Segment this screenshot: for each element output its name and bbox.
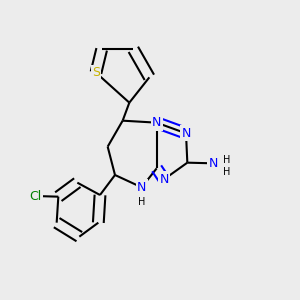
Text: H: H xyxy=(138,197,146,207)
Text: N: N xyxy=(159,173,169,186)
Text: S: S xyxy=(92,66,100,79)
Text: Cl: Cl xyxy=(29,190,41,202)
Text: H: H xyxy=(223,155,230,165)
Text: H: H xyxy=(223,167,230,177)
Text: N: N xyxy=(208,157,218,170)
Text: N: N xyxy=(181,127,191,140)
Text: N: N xyxy=(137,181,146,194)
Text: N: N xyxy=(152,116,161,129)
